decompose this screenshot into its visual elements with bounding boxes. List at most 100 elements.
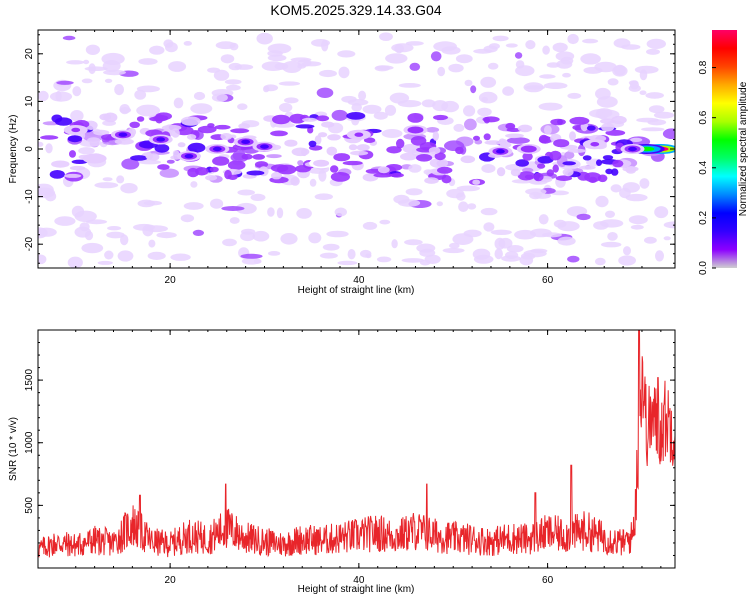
spectrogram-cell (209, 166, 219, 173)
y-tick-label: -10 (24, 189, 35, 204)
spectrogram-cell (562, 168, 574, 177)
spectrogram-cell (404, 239, 423, 246)
spectrogram-cell (582, 155, 592, 161)
spectrogram-cell (104, 250, 114, 260)
spectrogram-cell (148, 239, 156, 248)
spectrogram-cell (319, 69, 337, 78)
snr-frame (37, 329, 676, 569)
spectrogram-cell (588, 176, 598, 183)
spectrogram-cell (524, 85, 546, 90)
spectrogram-cell (594, 61, 617, 73)
spectrogram-cell (55, 90, 62, 102)
spectrogram-cell (430, 51, 442, 62)
spectrogram-cell (270, 164, 289, 173)
spectrogram-cell (154, 143, 170, 153)
spectrogram-cell (142, 224, 154, 237)
spectrogram-cell (542, 45, 550, 55)
spectrogram-cell (180, 214, 195, 223)
spectrogram-cell (166, 159, 175, 164)
spectrogram-cell (137, 199, 156, 208)
spectrogram-cell (467, 203, 477, 210)
spectrogram-cell (596, 108, 613, 117)
spectrogram-cell (256, 32, 273, 45)
spectrogram-cell (284, 139, 298, 147)
y-tick-label: -20 (24, 237, 35, 252)
spectrogram-cell (481, 164, 496, 173)
spectrogram-cell (562, 161, 576, 166)
spectrogram-cell (595, 195, 609, 208)
spectrogram-cell (525, 40, 536, 50)
spectrogram-cell (114, 138, 134, 145)
snr-panel: 20 40 60 500 1000 1500 Height of straight li… (8, 329, 676, 595)
spectrogram-cell (480, 207, 498, 216)
spectrogram-cell (279, 102, 293, 113)
snr-x-ticks: 20 40 60 (75, 330, 662, 586)
spectrogram-cell (136, 104, 161, 117)
spectrogram-cell (214, 124, 231, 130)
x-tick-label: 40 (353, 575, 365, 586)
spectrogram-cell (550, 118, 566, 126)
spectrogram-cell (270, 130, 288, 137)
spectrogram-cell (505, 122, 516, 130)
spectrogram-cell (193, 91, 206, 101)
spectrogram-cell (120, 183, 138, 194)
x-tick-label: 60 (542, 275, 554, 286)
spectrogram-cell (252, 154, 265, 160)
spectrogram-cell (211, 93, 228, 102)
spectrogram-cell (155, 114, 164, 124)
spectrogram-cell (318, 169, 327, 182)
spectrogram-cell (267, 43, 292, 54)
spectrogram-cell (97, 260, 114, 265)
spectrogram-cell (519, 255, 534, 266)
spectrogram-cell (226, 84, 241, 91)
spectrogram-cell (316, 87, 334, 99)
spectrogram-cell (356, 144, 370, 151)
spectrogram-cell (220, 133, 233, 140)
spectrogram-cell (220, 54, 235, 64)
spectrogram-cell (129, 121, 140, 128)
spectrogram-cell (505, 133, 524, 139)
spectrogram-cell (562, 72, 571, 78)
spectrogram-cell (254, 161, 269, 168)
spectrogram-cell (537, 163, 546, 169)
spectrogram-cell (533, 172, 544, 182)
spectrogram-cell (171, 128, 180, 138)
spectrogram-cell (502, 86, 514, 96)
spectrogram-cell (605, 210, 615, 218)
spectrogram-cell (539, 74, 556, 79)
spectrogram-cell (488, 43, 500, 50)
spectrogram-cell (557, 236, 576, 246)
spectrogram-cell (308, 140, 317, 147)
y-tick-label: 1000 (24, 431, 35, 454)
spectrogram-cell (318, 132, 328, 138)
spectrogram-cell (280, 233, 298, 245)
spectrogram-cell (168, 61, 187, 72)
spectrogram-cell (452, 233, 474, 246)
colorbar-tick-label: 0.6 (698, 110, 709, 124)
spectrogram-cell (221, 206, 245, 211)
spectrogram-blob-core (411, 127, 420, 133)
spectrogram-blob-core (260, 144, 269, 149)
spectrogram-cell (72, 86, 82, 97)
spectrogram-cell (302, 61, 322, 67)
spectrogram-cell (186, 134, 197, 140)
spectrogram-cell (621, 44, 641, 50)
spectrogram-cell (54, 117, 73, 126)
spectrogram-cell (480, 76, 497, 88)
spectrogram-cell (330, 165, 339, 173)
spectrogram-cell (291, 147, 310, 157)
spectrogram-cell (212, 156, 230, 166)
spectrogram-blob-core (118, 132, 128, 137)
spectrogram-cell (147, 251, 166, 260)
spectrogram-cell (488, 62, 499, 70)
spectrogram-cell (316, 115, 330, 122)
spectrogram-cell (478, 91, 498, 104)
spectrogram-cell (625, 193, 648, 202)
spectrogram-cell (510, 168, 521, 177)
spectrogram-cell (419, 248, 436, 257)
spectrogram-cell (289, 113, 306, 124)
spectrogram-cell (134, 89, 147, 100)
spectrogram-cell (102, 177, 113, 182)
spectrogram-cell (398, 83, 421, 88)
